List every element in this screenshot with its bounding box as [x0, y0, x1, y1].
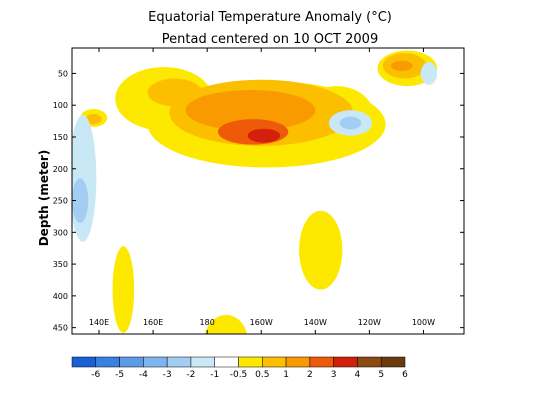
colorbar-label: 1 — [283, 370, 289, 380]
contour-region-5-2 — [420, 61, 437, 85]
colorbar-swatch — [357, 356, 382, 368]
colorbar-label: -5 — [115, 370, 124, 380]
contour-region-5-0 — [72, 114, 97, 242]
colorbar-swatch — [262, 356, 287, 368]
colorbar-label: 0.5 — [255, 370, 269, 380]
y-axis: 50 100 150 200 250 300 350 400 450 — [53, 69, 464, 333]
colorbar-swatch — [166, 356, 192, 368]
x-tick-label: 140E — [89, 318, 109, 327]
y-tick-label: 150 — [53, 133, 68, 142]
colorbar-swatch — [309, 356, 334, 368]
y-tick-label: 300 — [53, 228, 68, 237]
colorbar-swatch — [190, 356, 215, 368]
contour-region-3-1 — [217, 126, 240, 136]
chart-subtitle: Pentad centered on 10 OCT 2009 — [162, 32, 378, 47]
colorbar-label: -3 — [163, 370, 172, 380]
colorbar-swatch — [95, 356, 120, 368]
colorbar-label: -6 — [91, 370, 100, 380]
contour-region-1-3 — [85, 114, 102, 125]
colorbar-label: -4 — [139, 370, 148, 380]
y-tick-label: 250 — [53, 197, 68, 206]
contour-layer — [72, 50, 437, 334]
colorbar-label: -2 — [186, 370, 195, 380]
colorbar-label: 2 — [307, 370, 313, 380]
contour-region-2-1 — [391, 60, 413, 71]
contour-region-0-3 — [299, 210, 343, 290]
y-tick-label: 100 — [53, 101, 68, 110]
x-tick-label: 100W — [412, 318, 435, 327]
colorbar-label: -0.5 — [230, 370, 248, 380]
contour-region-0-5 — [205, 314, 248, 334]
colorbar-swatch — [71, 356, 97, 368]
colorbar: -6 -5 -4 -3 -2 -1 -0.5 0.5 1 2 3 4 5 6 — [71, 356, 408, 380]
y-tick-label: 200 — [53, 165, 68, 174]
colorbar-swatch — [119, 356, 144, 368]
colorbar-label: -1 — [210, 370, 219, 380]
y-tick-label: 450 — [53, 324, 68, 333]
colorbar-label: 5 — [378, 370, 384, 380]
colorbar-swatch — [285, 356, 311, 368]
colorbar-label: 6 — [402, 370, 408, 380]
colorbar-swatch — [214, 356, 239, 368]
colorbar-label: 3 — [331, 370, 337, 380]
y-tick-label: 350 — [53, 260, 68, 269]
contour-region-6-1 — [339, 116, 362, 130]
y-axis-label: Depth (meter) — [37, 150, 51, 247]
colorbar-swatch — [380, 356, 406, 368]
x-tick-label: 140W — [304, 318, 327, 327]
contour-region-4-0 — [247, 128, 281, 143]
x-tick-label: 160W — [250, 318, 273, 327]
y-tick-label: 400 — [53, 292, 68, 301]
x-tick-label: 120W — [358, 318, 381, 327]
contour-region-2-0 — [185, 89, 316, 131]
plot-frame — [71, 47, 465, 335]
chart-title: Equatorial Temperature Anomaly (°C) — [148, 10, 392, 25]
y-tick-label: 50 — [58, 69, 68, 78]
colorbar-label: 4 — [355, 370, 361, 380]
contour-region-6-0 — [72, 178, 89, 223]
x-tick-label: 160E — [143, 318, 163, 327]
contour-region-0-4 — [112, 246, 135, 333]
x-tick-label: 180 — [200, 318, 215, 327]
contour-region-1-1 — [147, 78, 202, 107]
x-axis: 140E 160E 180 160W 140W 120W 100W — [89, 48, 435, 334]
colorbar-swatch — [143, 356, 168, 368]
colorbar-swatch — [333, 356, 358, 368]
colorbar-swatch — [238, 356, 263, 368]
